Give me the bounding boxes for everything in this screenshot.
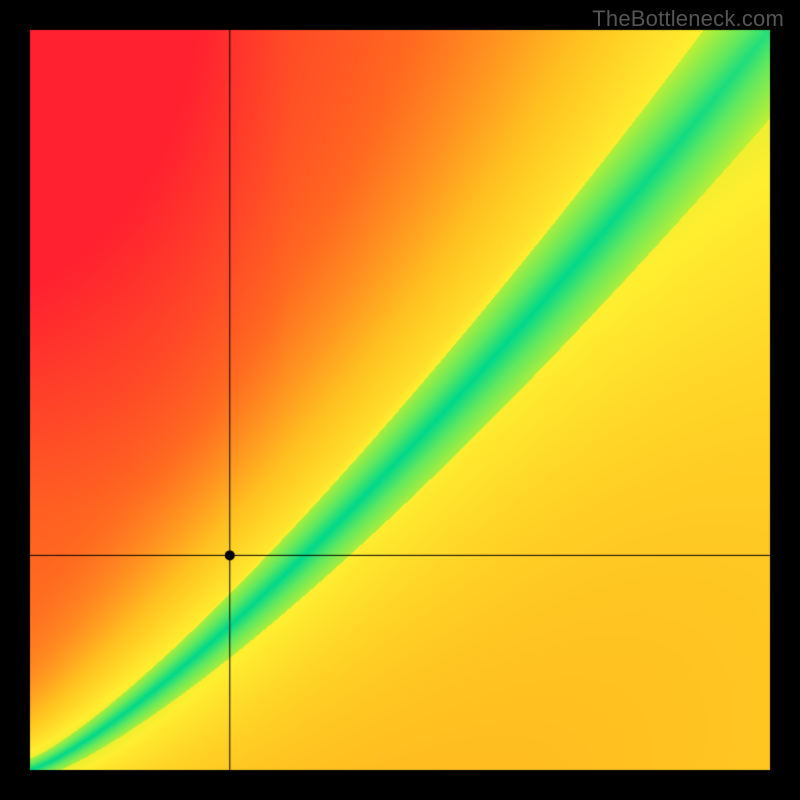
bottleneck-heatmap-canvas [0,0,800,800]
watermark-text: TheBottleneck.com [592,6,784,32]
chart-container: TheBottleneck.com [0,0,800,800]
